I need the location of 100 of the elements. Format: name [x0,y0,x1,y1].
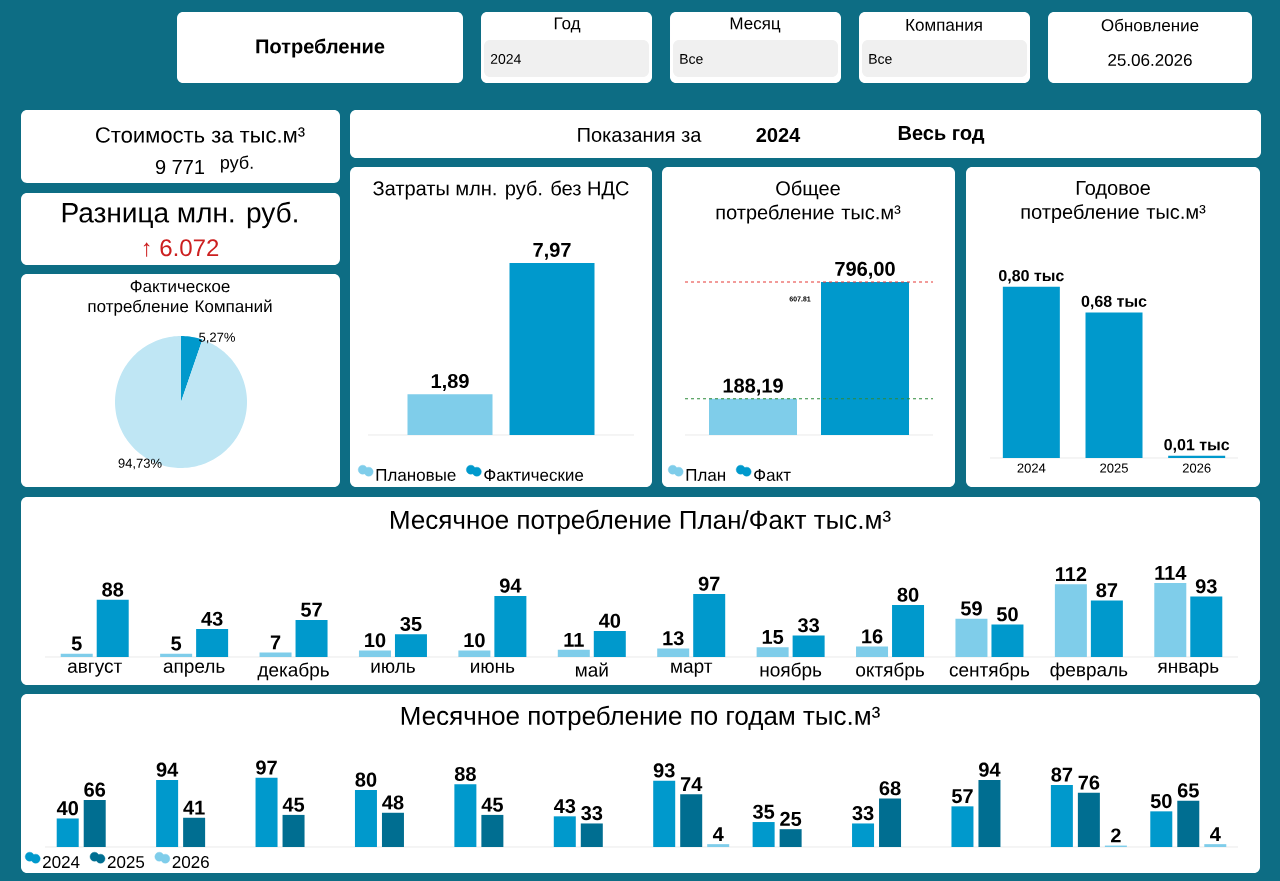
data-label: 88 [454,766,476,782]
bar [593,631,626,657]
x-tick-label: октябрь [856,662,924,681]
data-label: 1,89 [431,373,469,392]
data-label: 4 [712,827,724,841]
bar [358,650,391,657]
data-label: 88 [102,582,124,597]
bar [481,814,504,847]
data-label: 41 [183,800,205,815]
data-label: 80 [897,587,919,602]
data-label: 57 [301,602,322,617]
data-label: 80 [355,772,377,787]
legend-label: 2025 [107,856,145,869]
data-label: 94,73% [118,458,162,470]
data-label: 10 [464,633,485,648]
bar [1054,584,1087,657]
x-tick-label: 2026 [1182,463,1211,473]
bar [454,784,477,847]
chart-title: Годовое потребление тыс.м³ [1021,181,1206,223]
bar [779,829,802,847]
data-label: 74 [680,777,703,792]
text: 2024 [756,127,801,143]
data-label: 87 [1051,767,1073,782]
x-tick-label: февраль [1050,662,1128,681]
bar [951,806,974,847]
bar [792,635,825,657]
legend-label: Факт [754,469,791,482]
data-label: 93 [653,763,675,778]
data-label: 188,19 [723,378,783,396]
data-label: 2 [1111,828,1121,843]
data-label: 35 [752,804,775,819]
data-label: 94 [979,762,1001,777]
data-label: 5 [71,636,82,651]
data-label: 43 [201,611,223,626]
legend-label: 2024 [43,856,80,869]
data-label: 97 [256,760,277,775]
bar [183,817,206,847]
data-label: 114 [1155,566,1187,580]
text: Год [554,17,581,33]
bar [892,605,925,657]
data-label: 93 [1195,579,1217,594]
data-label: 50 [996,607,1018,622]
text: ↑ 6.072 [143,239,219,257]
legend-label: Плановые [376,469,456,481]
bar [553,816,576,847]
chart-title: Фактическое потребление Компаний [88,280,272,316]
bar [1050,784,1073,847]
bar [707,844,730,847]
data-label: 10 [365,633,386,648]
data-label: 33 [852,806,874,821]
text: 2024 [490,54,521,64]
data-label: 94 [156,762,179,777]
text: Стоимость за тыс.м³ [96,127,305,143]
bar [1090,600,1123,657]
bar [83,799,106,847]
text: Компания [906,19,982,31]
data-label: 65 [1177,783,1199,798]
data-label: 796,00 [835,261,895,279]
data-label: 43 [553,798,576,814]
data-label: 68 [879,781,901,796]
legend-label: 2026 [172,856,209,869]
bar [1077,792,1100,847]
chart-title: Месячное потребление по годам тыс.м³ [401,705,880,731]
legend-label: План [686,469,725,481]
data-label: 0,80 тыс [998,269,1064,284]
x-tick-label: ноябрь [760,662,822,681]
text: Все [680,54,703,64]
data-label: 112 [1056,567,1087,582]
bar [282,814,305,847]
bar [1177,800,1200,847]
x-tick-label: июль [371,662,415,673]
text: Показания за [578,128,702,142]
bar [381,812,404,847]
bar [852,823,875,847]
text: 9 771 [155,159,205,175]
bar [494,595,527,657]
x-tick-label: июнь [471,662,515,673]
bar [156,779,179,847]
x-tick-label: 2024 [1017,463,1046,473]
x-tick-label: апрель [163,662,225,677]
data-label: 35 [400,616,422,632]
data-label: 59 [960,601,982,616]
bar [1150,811,1173,847]
bar [295,619,328,657]
bar [160,653,193,657]
x-tick-label: сентябрь [949,662,1030,681]
text: Все [869,54,892,64]
bar [580,823,603,847]
bar [978,779,1001,847]
data-label: 25 [780,811,802,826]
chart-title: Затраты млн. руб. без НДС [373,180,629,200]
data-label: 11 [564,632,584,647]
bar [56,818,79,847]
bar [394,634,427,657]
text: Разница млн. руб. [62,201,297,229]
data-label: 94 [499,578,522,593]
text: Обновление [1101,18,1199,32]
data-label: 0,68 тыс [1081,295,1147,310]
bar [991,624,1024,657]
text: Потребление [256,38,385,58]
